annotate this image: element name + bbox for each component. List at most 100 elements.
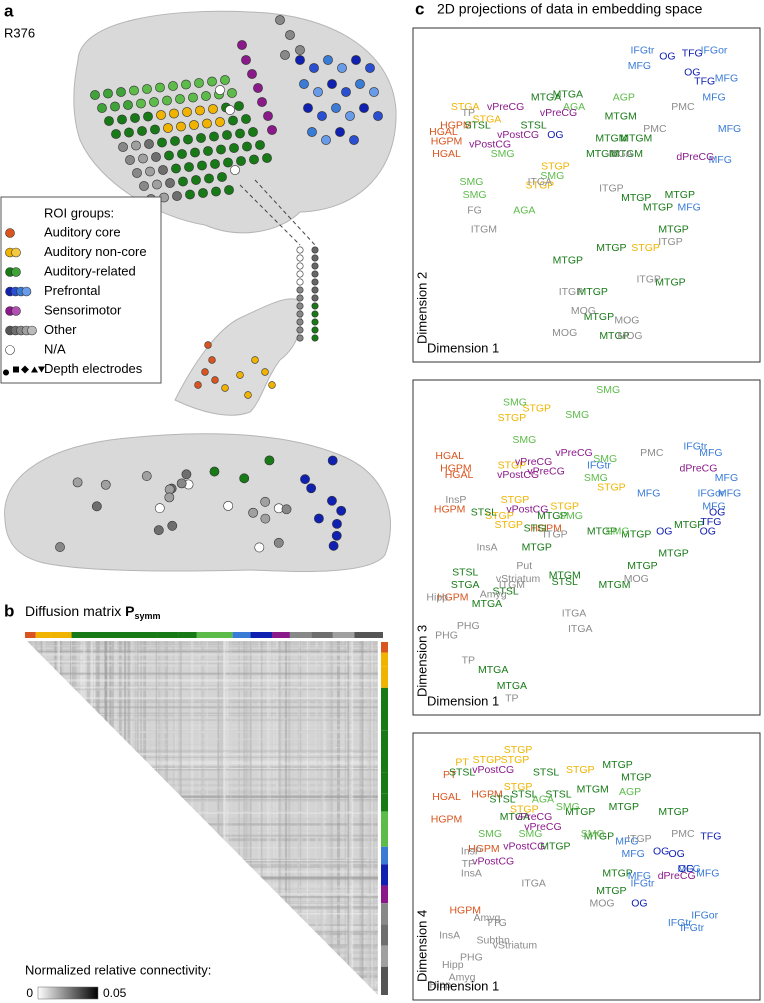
matrix-band [27, 811, 378, 813]
point-label: SMG [503, 396, 527, 408]
matrix-band [333, 641, 335, 995]
point-label: TTG [486, 917, 507, 929]
matrix-band [27, 652, 378, 656]
electrode [365, 63, 375, 73]
electrode [296, 286, 304, 294]
electrode [124, 127, 134, 138]
electrode [215, 117, 225, 127]
matrix-band [245, 641, 247, 995]
electrode [208, 104, 218, 114]
electrode [349, 135, 359, 145]
point-label: STGP [541, 161, 570, 173]
legend-icon [13, 366, 19, 373]
point-label: Subthn [477, 934, 510, 946]
panel-letter: a [4, 1, 14, 20]
matrix-band [223, 641, 226, 995]
connector [239, 184, 301, 246]
point-label: HGPM [431, 813, 463, 825]
matrix-band [224, 641, 227, 995]
point-label: vPreCG [524, 821, 561, 833]
point-label: MTGP [584, 311, 614, 323]
group-strip [381, 793, 388, 812]
matrix-band [161, 641, 164, 995]
matrix-band [32, 641, 35, 995]
point-label: STGP [631, 242, 660, 254]
electrode [359, 103, 369, 113]
matrix-band [166, 641, 169, 995]
point-label: TP [505, 692, 518, 704]
point-label: IFGor [691, 910, 718, 922]
point-label: PT [455, 757, 469, 769]
matrix-band [222, 641, 226, 995]
matrix-band [27, 672, 378, 675]
point-label: InsA [461, 868, 482, 880]
electrode [162, 95, 172, 106]
point-label: HGAL [429, 126, 458, 138]
point-label: vPreCG [540, 107, 577, 119]
electrode [311, 262, 319, 270]
matrix-band [118, 641, 122, 995]
electrode [215, 85, 225, 95]
electrode [248, 507, 259, 518]
matrix-band [27, 931, 378, 934]
electrode [306, 483, 317, 494]
point-label: ITGM [471, 223, 497, 235]
matrix-band [34, 641, 38, 995]
point-label: STSL [533, 766, 559, 778]
matrix-band [284, 641, 288, 995]
point-label: STGP [485, 510, 514, 522]
point-label: MTGA [531, 91, 561, 103]
matrix-title: Diffusion matrix Psymm [25, 603, 160, 622]
matrix-symbol: P [125, 603, 134, 619]
matrix-band [27, 679, 378, 682]
point-label: ITGA [528, 176, 553, 188]
point-label: ITGA [521, 878, 546, 890]
matrix-band [69, 641, 72, 995]
point-label: PMC [671, 828, 695, 840]
matrix-band [375, 641, 378, 995]
point-label: STSL [493, 585, 519, 597]
point-label: ITGP [658, 236, 683, 248]
group-strip [381, 811, 388, 847]
point-label: AGA [563, 101, 585, 113]
matrix-band [27, 906, 378, 910]
electrode [208, 356, 216, 364]
matrix-band [275, 641, 278, 995]
electrode [198, 188, 208, 198]
point-label: vPreCG [487, 101, 524, 113]
matrix-band [315, 641, 319, 995]
electrode [196, 133, 206, 143]
matrix-band [190, 641, 194, 995]
point-label: MTGP [609, 801, 639, 813]
group-strip [354, 632, 383, 638]
electrode [104, 116, 114, 126]
electrode [237, 40, 247, 50]
electrode [296, 278, 304, 286]
electrode [191, 175, 201, 185]
electrode [303, 103, 313, 113]
legend-label: Other [44, 322, 77, 337]
electrode [275, 15, 285, 25]
matrix-band [27, 983, 378, 987]
matrix-band [269, 641, 271, 995]
point-label: Hipp [430, 979, 452, 991]
group-strip [381, 924, 388, 946]
point-label: ITGM [499, 579, 525, 591]
matrix-band [288, 641, 291, 995]
point-label: dPreCG [679, 463, 717, 475]
subject-id: R376 [4, 25, 35, 40]
group-strip [289, 632, 312, 638]
electrode [216, 144, 226, 155]
point-label: MFG [718, 488, 741, 500]
electrode [285, 30, 295, 40]
electrode [163, 123, 173, 133]
matrix-band [27, 861, 378, 863]
panel-letter: c [415, 0, 424, 18]
point-label: ITGP [627, 833, 652, 845]
legend-icon [27, 325, 37, 336]
matrix-band [27, 944, 378, 947]
point-label: HGPM [468, 843, 500, 855]
matrix-band [297, 641, 300, 995]
electrode [138, 153, 148, 164]
electrode [210, 159, 220, 169]
